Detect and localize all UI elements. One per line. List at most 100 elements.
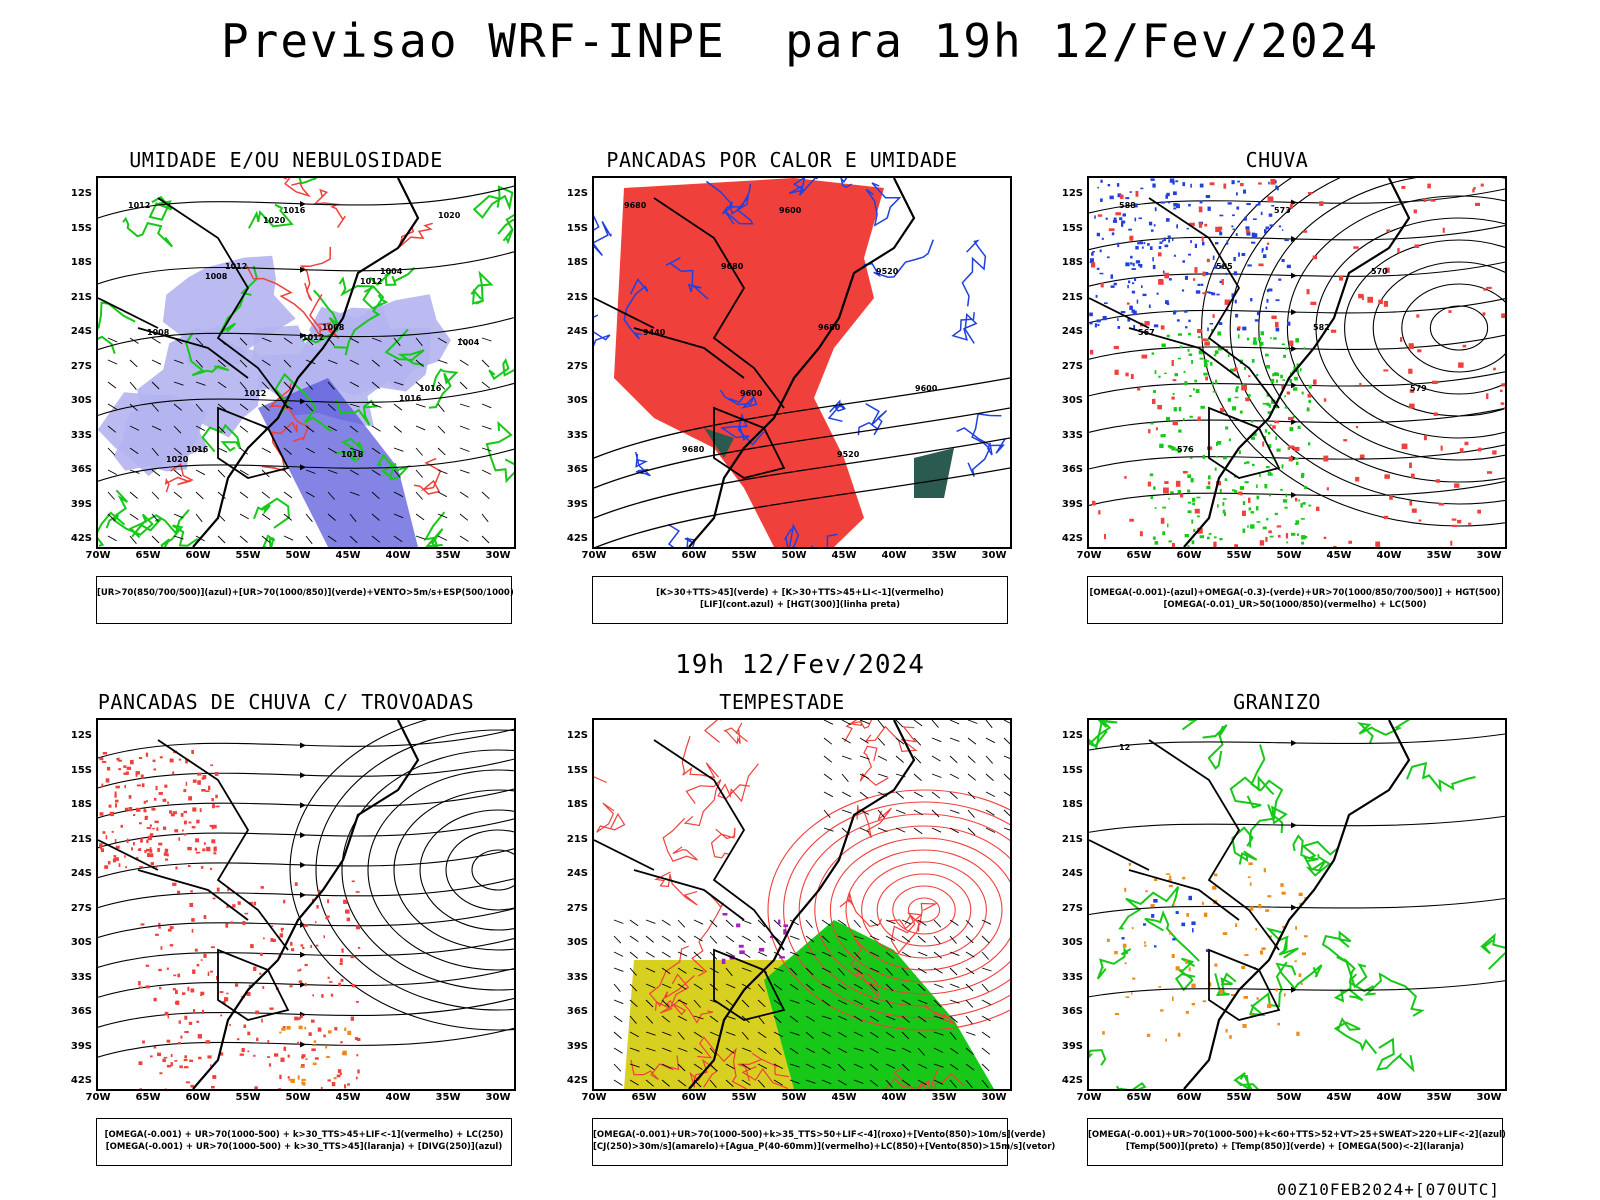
wind-vector: [789, 967, 798, 976]
omega-area-blue: [1254, 319, 1259, 322]
omega-area-green: [1253, 337, 1257, 342]
omega-500-area-orange: [1124, 962, 1127, 965]
wind-vector: [327, 381, 335, 390]
rain-area-red: [1355, 426, 1359, 429]
wind-vector: [459, 535, 469, 542]
omega-500-area-orange: [1247, 876, 1251, 879]
omega-500-area-orange: [1301, 952, 1306, 956]
omega-area-green: [1190, 457, 1193, 459]
thunderstorm-area-red: [199, 808, 202, 813]
wind-vector: [415, 469, 423, 478]
omega-area-green: [1202, 454, 1205, 459]
panel-title: CHUVA: [1245, 148, 1309, 172]
wind-vector: [913, 773, 922, 781]
omega-500-area-orange: [1186, 913, 1190, 917]
longitude-tick-label: 35W: [1426, 550, 1452, 561]
omega-area-green: [1301, 535, 1306, 540]
wind-vector: [645, 1031, 656, 1036]
latitude-tick-label: 24S: [1061, 326, 1083, 337]
contour-label: 9520: [837, 450, 860, 459]
latitude-tick-label: 36S: [566, 464, 588, 475]
rain-area-red: [1266, 242, 1270, 245]
thunderstorm-area-red: [174, 829, 179, 833]
thunderstorm-area-red: [289, 985, 293, 988]
latitude-tick-label: 24S: [70, 326, 92, 337]
thunderstorm-area-red: [136, 784, 141, 787]
thunderstorm-area-red: [198, 1056, 202, 1060]
rain-area-red: [1194, 267, 1198, 273]
lifted-index-contour: [810, 533, 838, 547]
thunderstorm-area-red: [183, 1058, 188, 1062]
wind-vector: [725, 967, 733, 977]
rain-area-red: [1306, 289, 1310, 295]
hail-area-blue: [1192, 928, 1194, 933]
omega-area-green: [1197, 336, 1201, 338]
rain-area-red: [1242, 510, 1246, 516]
rain-area-red: [1468, 522, 1472, 525]
omega-area-green: [1184, 381, 1188, 386]
contour-label: 1020: [263, 216, 286, 225]
omega-area-blue: [1188, 203, 1191, 207]
omega-area-green: [1194, 379, 1197, 383]
longitude-tick-label: 45W: [831, 1092, 857, 1103]
wind-vector: [677, 1079, 687, 1087]
wind-vector: [895, 737, 905, 745]
omega-area-blue: [1231, 225, 1234, 228]
wind-vector: [837, 1079, 847, 1086]
thunderstorm-area-red: [200, 866, 204, 869]
wind-vector: [869, 1015, 879, 1022]
precipitable-water-contour: [648, 945, 695, 1007]
omega-area-blue: [1131, 282, 1135, 285]
wind-vector: [913, 755, 922, 764]
omega-area-green: [1208, 532, 1212, 535]
streamline-arrow: [1291, 418, 1297, 425]
omega-area-green: [1235, 388, 1238, 393]
streamline-arrow: [1291, 491, 1297, 498]
wind-vector: [853, 1031, 864, 1037]
wind-vector: [661, 1047, 672, 1053]
contour-label: 1012: [302, 333, 324, 342]
wind-vector: [853, 1063, 864, 1069]
rain-area-red: [1493, 367, 1496, 371]
thunderstorm-area-orange: [288, 1078, 293, 1081]
thunderstorm-area-red: [212, 824, 217, 829]
wind-vector: [173, 491, 183, 499]
omega-area-green: [1151, 352, 1155, 355]
thunderstorm-area-red: [278, 1088, 282, 1089]
omega-area-green: [1293, 366, 1296, 371]
contour-label: 567: [1138, 328, 1155, 337]
omega-area-green: [1206, 485, 1211, 489]
rain-area-red: [1119, 194, 1124, 199]
omega-area-green: [1281, 464, 1284, 469]
thunderstorm-area-red: [183, 789, 187, 793]
wind-vector: [981, 1079, 989, 1088]
wind-vector: [805, 919, 813, 928]
wind-vector: [305, 469, 316, 474]
rain-area-red: [1501, 383, 1505, 387]
wind-vector: [757, 1031, 767, 1039]
thunderstorm-area-red: [185, 1081, 190, 1084]
latitude-tick-label: 36S: [1061, 1006, 1083, 1017]
wind-vector: [107, 359, 118, 365]
wind-vector: [195, 447, 206, 453]
wind-vector: [239, 359, 248, 368]
longitude-tick-label: 55W: [235, 1092, 261, 1103]
thunderstorm-area-red: [184, 1015, 188, 1020]
legend-line: [OMEGA(-0.01)_UR>50(1000/850)(vermelho) …: [1163, 600, 1427, 610]
omega-area-blue: [1235, 233, 1238, 236]
thunderstorm-area-red: [290, 941, 293, 946]
omega-area-green: [1178, 406, 1182, 412]
panel-legend: [OMEGA(-0.001)+UR>70(1000-500)+k>35_TTS>…: [592, 1118, 1055, 1166]
wind-vector: [693, 1063, 703, 1070]
wind-vector: [901, 1079, 911, 1087]
rain-area-red: [1408, 343, 1414, 350]
isobar: [98, 448, 514, 482]
longitude-tick-label: 60W: [1176, 1092, 1202, 1103]
wind-vector: [677, 1063, 686, 1072]
omega-area-green: [1265, 466, 1270, 469]
convective-area-green: [914, 448, 954, 498]
thunderstorm-area-red: [222, 1000, 226, 1004]
streamline-arrow: [300, 981, 306, 988]
wind-vector: [965, 951, 975, 958]
rain-area-red: [1430, 199, 1436, 202]
